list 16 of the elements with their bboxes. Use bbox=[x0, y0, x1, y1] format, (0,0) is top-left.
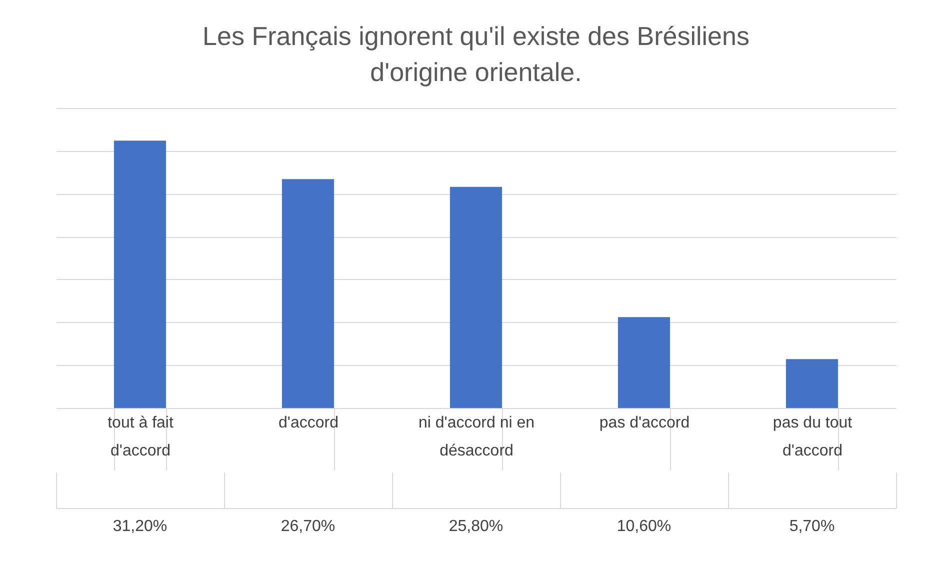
x-tick-label: pas du tout d'accord bbox=[772, 414, 853, 460]
data-label: 25,80% bbox=[448, 518, 504, 535]
data-label: 26,70% bbox=[280, 518, 336, 535]
data-label: 10,60% bbox=[616, 518, 672, 535]
bar bbox=[114, 140, 166, 408]
bar bbox=[282, 179, 334, 408]
x-tick-label: tout à fait d'accord bbox=[108, 414, 174, 460]
x-tick-label: ni d'accord ni en désaccord bbox=[418, 414, 535, 460]
x-tick-label: d'accord bbox=[278, 414, 338, 432]
bar bbox=[450, 186, 502, 408]
data-label: 5,70% bbox=[789, 518, 835, 535]
chart-title: Les Français ignorent qu'il existe des Brésiliens d'origine orientale. bbox=[202, 21, 750, 87]
x-tick-label: pas d'accord bbox=[599, 414, 690, 432]
bar bbox=[786, 359, 838, 408]
data-label: 31,20% bbox=[112, 518, 168, 535]
bar bbox=[618, 317, 670, 408]
